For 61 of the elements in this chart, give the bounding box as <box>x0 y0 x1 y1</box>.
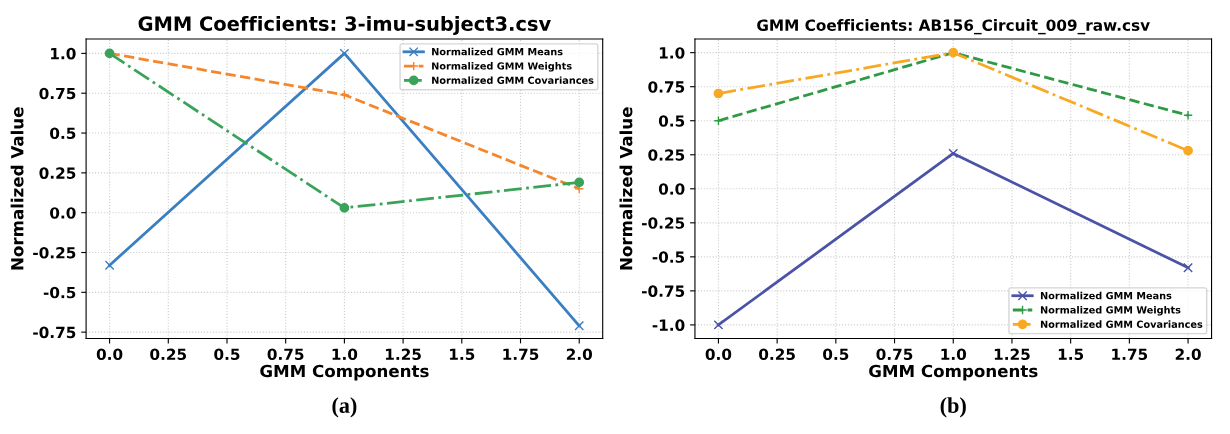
point <box>574 320 585 331</box>
x-axis-title: GMM Components <box>869 364 1038 381</box>
x-tick-label: 0.75 <box>876 348 913 361</box>
y-tick-label: 0.25 <box>648 149 685 161</box>
x-tick-label: 1.5 <box>450 348 475 361</box>
x-tick-label: 2.0 <box>1175 348 1201 361</box>
y-tick-label: -1.0 <box>652 319 685 331</box>
point <box>339 89 350 100</box>
point <box>339 48 350 59</box>
y-tick-label: 1.0 <box>51 47 76 60</box>
x-tick-label: 0.5 <box>823 348 849 361</box>
x-tick-label: 1.0 <box>941 348 967 361</box>
legend-label: Normalized GMM Weights <box>432 62 572 72</box>
x-tick-label: 1.75 <box>503 348 539 361</box>
legend-label: Normalized GMM Weights <box>1040 306 1181 316</box>
point <box>1183 145 1193 156</box>
y-tick-label: 0.75 <box>39 87 76 100</box>
x-tick-label: 1.5 <box>1058 348 1084 361</box>
legend-label: Normalized GMM Means <box>1040 291 1172 300</box>
x-tick-label: 1.25 <box>385 348 421 361</box>
y-tick-label: -0.75 <box>33 326 76 339</box>
legend-label: Normalized GMM Covariances <box>1040 320 1203 328</box>
y-tick-label: 0.5 <box>658 115 685 127</box>
point <box>104 260 115 271</box>
text: (b) <box>940 397 966 418</box>
y-tick-label: 0.0 <box>50 207 76 219</box>
point <box>1183 262 1193 273</box>
point <box>948 148 959 159</box>
y-axis-title: Normalized Value <box>619 107 633 270</box>
y-axis-title: Normalized Value <box>10 107 24 270</box>
x-tick-label: 1.0 <box>332 348 358 361</box>
point <box>1183 110 1193 121</box>
x-tick-label: 2.0 <box>566 348 593 361</box>
x-tick-label: 0.25 <box>150 348 187 361</box>
y-tick-label: 0.75 <box>648 81 685 93</box>
x-tick-label: 1.75 <box>1112 348 1148 361</box>
x-tick-label: 0.0 <box>96 348 123 361</box>
chart-title: GMM Coefficients: AB156_Circuit_009_raw.csv <box>757 19 1150 35</box>
point <box>713 88 724 99</box>
y-tick-label: -0.25 <box>642 217 685 229</box>
y-tick-label: -0.5 <box>652 251 685 263</box>
x-tick-label: 0.75 <box>267 348 304 361</box>
x-tick-label: 1.25 <box>994 348 1030 361</box>
legend-label: Normalized GMM Means <box>432 47 563 56</box>
y-tick-label: 0.5 <box>50 127 76 140</box>
y-tick-label: -0.5 <box>43 286 76 299</box>
y-tick-label: -0.25 <box>33 246 76 259</box>
x-tick-label: 0.25 <box>759 348 795 361</box>
chart-title: GMM Coefficients: 3-imu-subject3.csv <box>138 15 551 35</box>
x-tick-label: 0.0 <box>705 348 732 361</box>
legend-label: Normalized GMM Covariances <box>432 76 594 84</box>
x-axis-title: GMM Components <box>260 364 429 381</box>
point <box>574 177 585 188</box>
x-tick-label: 0.5 <box>214 348 240 361</box>
y-tick-label: -0.75 <box>642 285 685 297</box>
text: (a) <box>332 397 357 418</box>
point <box>339 203 350 213</box>
y-tick-label: 0.0 <box>658 183 685 195</box>
y-tick-label: 0.25 <box>39 167 76 179</box>
y-tick-label: 1.0 <box>659 47 685 59</box>
point <box>713 320 724 330</box>
